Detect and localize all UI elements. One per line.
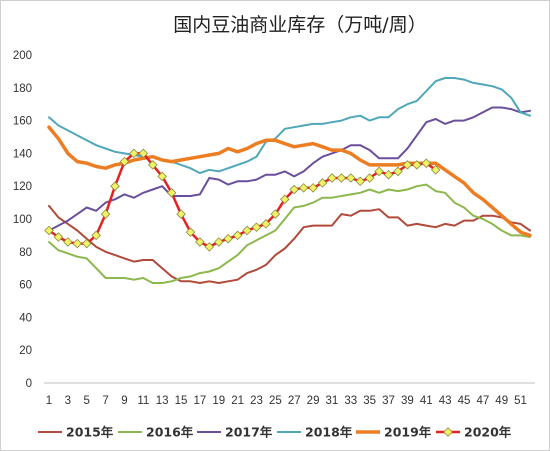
x-tick-label: 21 — [231, 395, 244, 407]
data-point — [374, 166, 384, 177]
data-point — [63, 237, 73, 247]
x-tick-label: 39 — [401, 395, 414, 407]
data-point — [110, 181, 120, 191]
data-point — [129, 148, 139, 159]
y-tick-label: 60 — [19, 280, 32, 292]
data-point — [242, 225, 252, 236]
legend-label: 2018年 — [305, 425, 353, 440]
series-line-2017 — [48, 106, 531, 232]
x-tick-label: 9 — [121, 395, 127, 407]
x-tick-label: 51 — [514, 395, 527, 407]
data-point — [185, 227, 196, 237]
data-point — [298, 183, 309, 193]
y-tick-label: 40 — [19, 312, 32, 324]
y-tick-label: 120 — [13, 181, 32, 193]
data-point — [355, 176, 366, 187]
data-point — [232, 230, 243, 241]
legend-label: 2017年 — [225, 425, 273, 440]
data-point — [393, 166, 403, 177]
x-tick-label: 25 — [269, 395, 282, 407]
x-tick-label: 35 — [363, 395, 376, 407]
x-tick-label: 23 — [250, 395, 263, 407]
x-tick-label: 33 — [344, 395, 357, 407]
data-point — [195, 237, 205, 247]
data-point — [81, 238, 92, 249]
y-tick-label: 200 — [13, 50, 32, 62]
y-tick-label: 180 — [13, 83, 32, 95]
data-point — [138, 148, 149, 159]
data-point — [157, 171, 167, 182]
legend-marker — [443, 427, 453, 437]
x-tick-label: 15 — [175, 395, 188, 407]
x-tick-label: 41 — [420, 395, 433, 407]
data-point — [402, 160, 413, 170]
data-point — [204, 242, 215, 252]
data-point — [251, 222, 262, 232]
data-point — [44, 225, 54, 236]
data-point — [100, 209, 111, 219]
series-line-2016 — [48, 183, 531, 284]
series-line-2015 — [48, 204, 531, 284]
x-tick-label: 47 — [476, 395, 489, 407]
data-point — [119, 156, 130, 167]
x-tick-label: 11 — [137, 395, 149, 407]
x-tick-label: 31 — [326, 395, 339, 407]
data-point — [223, 233, 233, 244]
data-point — [327, 173, 337, 183]
x-tick-label: 17 — [194, 395, 207, 407]
x-tick-label: 37 — [382, 395, 395, 407]
data-point — [289, 184, 299, 195]
x-tick-label: 45 — [458, 395, 471, 407]
data-point — [308, 183, 318, 193]
legend-label: 2016年 — [146, 425, 194, 440]
x-tick-label: 1 — [46, 395, 52, 407]
data-point — [421, 158, 432, 169]
legend-label: 2019年 — [384, 425, 432, 440]
y-tick-label: 20 — [19, 345, 32, 357]
data-point — [364, 173, 375, 183]
y-tick-label: 160 — [13, 116, 32, 128]
x-tick-label: 13 — [156, 395, 169, 407]
data-point — [53, 232, 64, 242]
series-line-2018 — [48, 77, 531, 175]
data-point — [270, 209, 281, 219]
data-point — [213, 237, 224, 247]
x-tick-label: 5 — [84, 395, 90, 407]
x-tick-label: 49 — [495, 395, 508, 407]
data-point — [261, 219, 271, 229]
x-tick-label: 7 — [102, 395, 108, 407]
legend-label: 2020年 — [464, 425, 512, 440]
data-point — [430, 165, 441, 175]
chart-title: 国内豆油商业库存（万吨/周） — [173, 14, 426, 36]
y-tick-label: 80 — [19, 247, 32, 259]
x-tick-label: 29 — [307, 395, 320, 407]
data-point — [176, 209, 186, 219]
x-tick-label: 27 — [288, 395, 301, 407]
data-point — [336, 173, 347, 183]
data-point — [280, 194, 290, 205]
data-point — [383, 169, 394, 180]
data-point — [72, 238, 83, 249]
data-point — [91, 230, 101, 241]
data-point — [346, 173, 356, 183]
x-tick-label: 3 — [65, 395, 71, 407]
data-point — [317, 178, 328, 188]
data-point — [412, 160, 422, 170]
data-point — [166, 187, 177, 198]
y-tick-label: 0 — [26, 378, 32, 390]
legend: 2015年 2016年 2017年 2018年 2019年 2020年 — [38, 425, 512, 440]
y-tick-label: 140 — [13, 148, 32, 160]
series-line-2019 — [47, 125, 532, 238]
legend-label: 2015年 — [66, 425, 114, 440]
x-tick-label: 43 — [439, 395, 452, 407]
x-tick-label: 19 — [212, 395, 225, 407]
data-point — [147, 160, 158, 170]
y-tick-label: 100 — [13, 214, 32, 226]
